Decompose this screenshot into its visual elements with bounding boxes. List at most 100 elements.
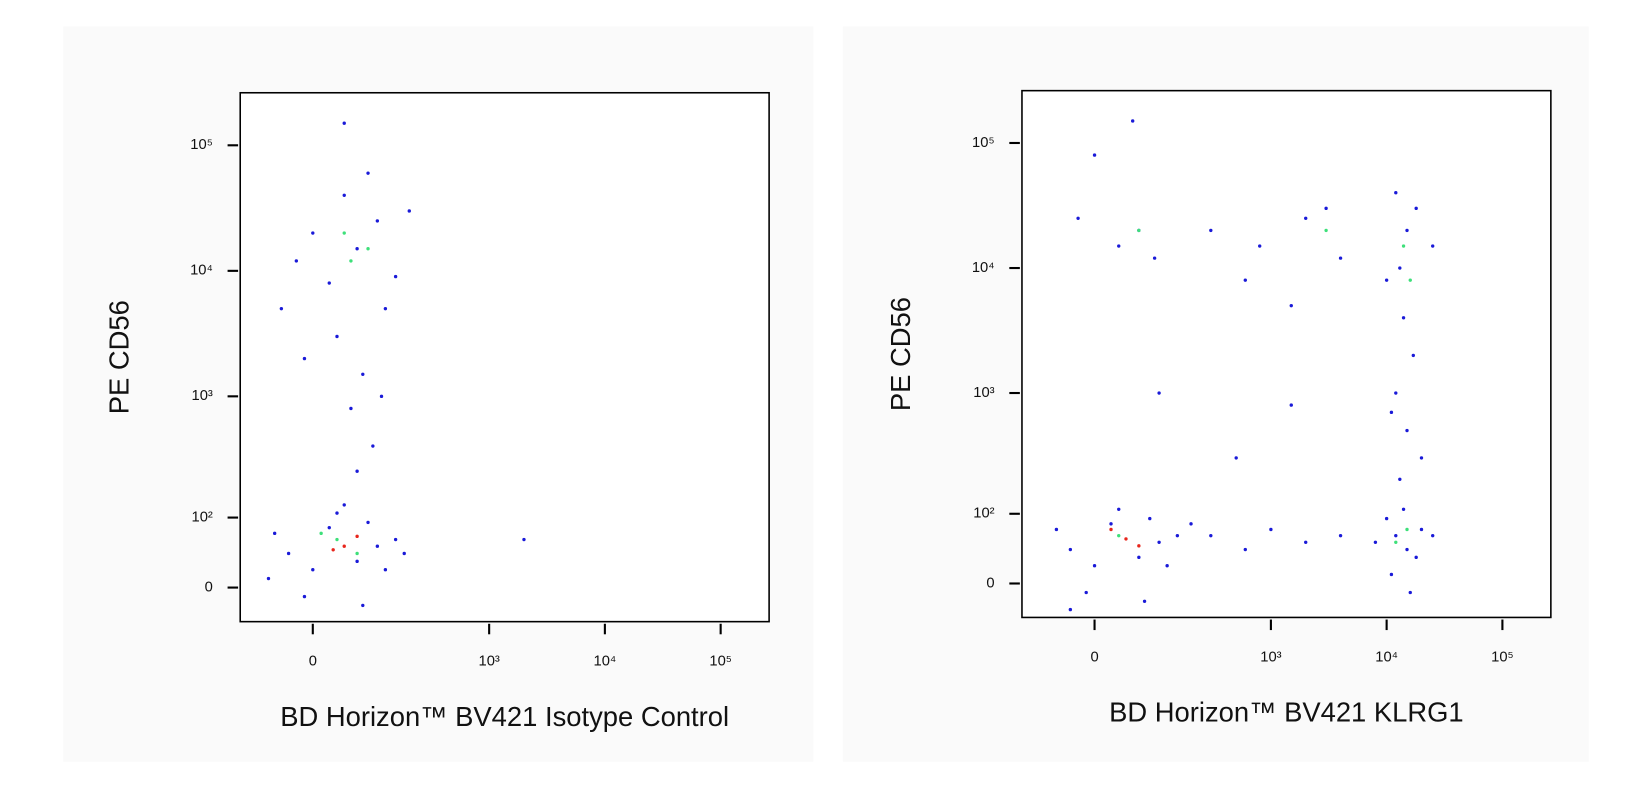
dot <box>1408 278 1412 282</box>
x-axis-label: BD Horizon™ BV421 Isotype Control <box>280 701 729 732</box>
dot <box>1157 540 1161 544</box>
dot <box>1414 206 1418 211</box>
dot <box>1175 533 1180 538</box>
dot <box>342 231 346 235</box>
dot <box>1117 507 1121 511</box>
dot <box>355 247 359 251</box>
dot <box>302 594 307 599</box>
dot <box>1269 527 1273 532</box>
dot <box>327 525 331 530</box>
dot <box>1401 244 1406 248</box>
dot <box>393 274 398 279</box>
dot <box>1092 153 1097 157</box>
dot <box>311 568 315 572</box>
dot <box>1389 572 1394 577</box>
dot <box>1157 391 1161 395</box>
dot <box>355 559 359 564</box>
dot <box>1431 244 1435 248</box>
y-tick-label: 0 <box>205 579 213 595</box>
dot <box>1289 303 1293 308</box>
dot <box>1419 456 1424 460</box>
y-tick-label: 10⁴ <box>190 263 213 279</box>
dot <box>349 406 353 411</box>
dot <box>361 603 365 608</box>
dot <box>1408 590 1412 595</box>
dot <box>311 231 315 235</box>
dot <box>1084 590 1088 595</box>
dot <box>272 531 277 536</box>
dot <box>1304 216 1308 220</box>
dot <box>279 306 284 311</box>
dot <box>1189 522 1193 526</box>
x-tick-label: 10³ <box>1260 649 1281 665</box>
dot <box>1431 533 1435 538</box>
dot <box>355 551 359 556</box>
dot <box>1419 527 1424 532</box>
dot <box>1398 477 1402 481</box>
dot <box>366 247 370 251</box>
y-tick-label: 10⁵ <box>972 135 995 151</box>
dot <box>375 544 380 548</box>
y-tick-label: 10⁵ <box>190 137 213 153</box>
dot <box>1130 119 1135 123</box>
dot <box>1076 216 1080 220</box>
x-tick-label: 10⁵ <box>709 654 732 670</box>
dot <box>1243 278 1247 282</box>
dot <box>335 511 339 515</box>
dot <box>335 334 339 339</box>
dot <box>1124 537 1128 541</box>
dot <box>1234 456 1238 460</box>
dot <box>342 544 346 548</box>
dot <box>383 568 388 572</box>
dot <box>1324 228 1328 233</box>
dot <box>342 121 346 125</box>
dot <box>1398 266 1402 270</box>
dot <box>1384 516 1389 521</box>
dot <box>1405 428 1409 433</box>
dot <box>1109 527 1113 532</box>
dot <box>1068 607 1073 612</box>
dot <box>366 520 370 525</box>
x-tick-label: 10⁴ <box>594 654 617 670</box>
dot <box>1384 278 1389 282</box>
dot <box>331 548 335 552</box>
dot <box>1243 547 1247 552</box>
dot <box>1117 244 1121 248</box>
y-tick-label: 10³ <box>973 385 994 401</box>
dot <box>1068 547 1073 552</box>
dot <box>1137 555 1141 560</box>
dot <box>1389 410 1394 415</box>
dot <box>1405 228 1409 233</box>
dot <box>355 534 359 539</box>
dot <box>1289 403 1293 407</box>
dot <box>327 281 331 285</box>
dot <box>1411 353 1415 358</box>
dot <box>1405 547 1409 552</box>
dot <box>1414 555 1418 560</box>
dot <box>1109 522 1113 526</box>
dot <box>1304 540 1308 544</box>
dot <box>1092 564 1097 568</box>
dot <box>1394 533 1398 538</box>
dot <box>342 503 346 507</box>
dot <box>1373 540 1378 544</box>
x-axis-label: BD Horizon™ BV421 KLRG1 <box>1109 697 1464 728</box>
dot <box>1209 533 1213 538</box>
y-tick-label: 10² <box>973 506 994 522</box>
dot <box>1394 391 1398 395</box>
dot <box>335 537 339 542</box>
dot <box>361 372 365 376</box>
y-axis-label: PE CD56 <box>103 300 134 414</box>
dot <box>342 193 346 197</box>
dot <box>1148 516 1152 521</box>
y-tick-label: 0 <box>986 575 994 591</box>
dot <box>1338 533 1343 538</box>
dot <box>1258 244 1262 248</box>
x-tick-label: 0 <box>309 654 317 670</box>
dot <box>393 537 398 542</box>
dot <box>371 444 375 448</box>
dot <box>402 551 406 556</box>
dot <box>1137 544 1141 548</box>
dot <box>1394 540 1398 544</box>
